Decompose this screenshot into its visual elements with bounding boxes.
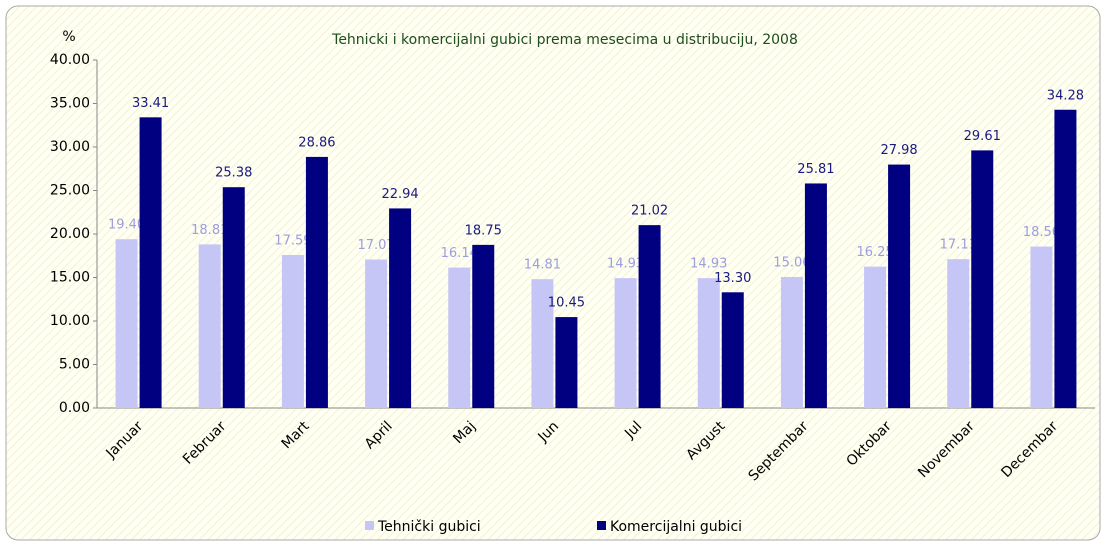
data-label: 18.75 [465,223,502,238]
bar [139,117,162,408]
bar [305,156,328,408]
legend-label: Tehnički gubici [377,519,481,535]
data-label: 13.30 [714,271,751,286]
bar [1054,109,1077,408]
bar [389,208,412,408]
bar [638,225,661,408]
bar [555,317,578,408]
bar [780,276,803,408]
data-label: 14.93 [607,257,644,272]
bar [614,278,637,408]
bar [472,244,495,408]
bar [222,187,245,408]
chart-title: Tehnicki i komercijalni gubici prema mes… [331,32,798,48]
y-tick-label: 35.00 [50,96,90,112]
bar [971,150,994,408]
y-tick-label: 20.00 [50,226,90,242]
legend-swatch [365,521,374,530]
data-label: 29.61 [964,129,1001,144]
data-label: 16.25 [856,245,893,260]
data-label: 22.94 [381,187,418,202]
data-label: 17.59 [274,233,311,248]
y-tick-label: 15.00 [50,270,90,286]
bar [721,292,744,408]
data-label: 25.38 [215,166,252,181]
data-label: 10.45 [548,296,585,311]
data-label: 19.40 [108,218,145,233]
data-label: 15.06 [773,255,810,270]
bar [198,244,221,408]
bar [864,266,887,408]
y-axis-label: % [62,29,75,45]
bar [365,259,388,408]
data-label: 17.07 [357,238,394,253]
legend-swatch [597,521,606,530]
y-tick-label: 30.00 [50,139,90,155]
data-label: 28.86 [298,135,335,150]
bar [281,254,304,408]
y-tick-label: 10.00 [50,313,90,329]
bar [804,183,827,408]
data-label: 17.11 [940,238,977,253]
y-tick-label: 0.00 [59,400,90,416]
y-tick-label: 25.00 [50,183,90,199]
legend-label: Komercijalni gubici [610,519,742,535]
bar [947,259,970,408]
y-tick-label: 40.00 [50,52,90,68]
data-label: 18.81 [191,223,228,238]
data-label: 14.81 [524,258,561,273]
data-label: 21.02 [631,204,668,219]
data-label: 14.93 [690,257,727,272]
bar [1030,246,1053,408]
bar [115,239,138,408]
data-label: 18.56 [1023,225,1060,240]
bar [888,164,911,408]
data-label: 16.14 [441,246,478,261]
bar [697,278,720,408]
data-label: 27.98 [880,143,917,158]
data-label: 34.28 [1047,88,1084,103]
bar [531,279,554,408]
y-tick-label: 5.00 [59,357,90,373]
data-label: 25.81 [797,162,834,177]
data-label: 33.41 [132,96,169,111]
bar [448,267,471,408]
